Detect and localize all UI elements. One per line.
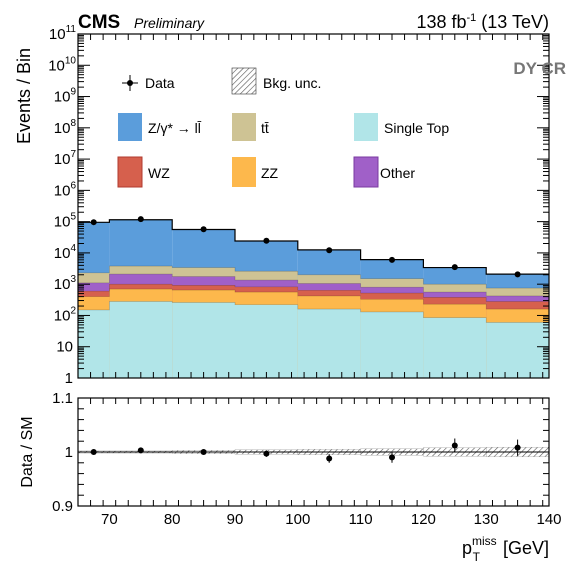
legend-other-swatch bbox=[353, 156, 379, 188]
ratio-point-0 bbox=[90, 449, 97, 455]
ratio-y-axis-title: Data / SM bbox=[19, 416, 36, 487]
top-plot-frame bbox=[77, 33, 550, 379]
top-axis-ticks bbox=[77, 33, 549, 379]
bar-single-top-7 bbox=[486, 322, 549, 378]
layer-edge-1 bbox=[78, 288, 549, 310]
legend-st-swatch bbox=[354, 113, 378, 141]
experiment-label: CMS bbox=[78, 12, 120, 33]
legend-zz-swatch bbox=[232, 157, 256, 187]
main-panel: 1 10 102 103 104 105 106 107 108 109 1010 1011 DY C… bbox=[14, 24, 566, 387]
x-tick-label-100: 100 bbox=[285, 511, 310, 528]
data-point-7 bbox=[514, 271, 521, 278]
legend-item-other: Other bbox=[353, 156, 415, 188]
legend-label-wz: WZ bbox=[148, 165, 170, 181]
y-tick-label-1: 10 bbox=[56, 339, 73, 356]
layer-edge-4 bbox=[78, 265, 549, 289]
legend-label-dy: Z/γ* → ll̄ bbox=[148, 120, 201, 136]
y-tick-label-2: 102 bbox=[54, 305, 77, 324]
y-tick-label-6: 106 bbox=[54, 180, 77, 199]
chart-header: CMS Preliminary 138 fb-1 (13 TeV) bbox=[78, 12, 549, 33]
ratio-y-tick-labels: 0.9 1 1.1 bbox=[52, 390, 73, 515]
ratio-point-2 bbox=[200, 449, 207, 455]
ratio-y-tick-label-0: 0.9 bbox=[52, 498, 73, 515]
y-tick-label-7: 107 bbox=[54, 149, 77, 168]
legend-item-dy: Z/γ* → ll̄ bbox=[118, 113, 201, 141]
y-tick-label-8: 108 bbox=[54, 118, 77, 137]
preliminary-label: Preliminary bbox=[134, 15, 205, 31]
ratio-point-6 bbox=[451, 442, 458, 449]
y-tick-label-11: 1011 bbox=[49, 24, 77, 43]
data-points bbox=[90, 216, 521, 278]
luminosity-label: 138 fb-1 (13 TeV) bbox=[416, 12, 549, 32]
data-point-1 bbox=[137, 216, 144, 223]
legend-label-data: Data bbox=[145, 75, 175, 91]
data-point-5 bbox=[389, 256, 395, 263]
layer-edge-3 bbox=[78, 273, 549, 297]
ratio-point-3 bbox=[263, 450, 270, 457]
x-axis-title: pmiss T [GeV] bbox=[462, 534, 549, 564]
stacked-histogram bbox=[78, 219, 549, 378]
bar-single-top-2 bbox=[172, 302, 235, 378]
bar-single-top-0 bbox=[78, 309, 110, 378]
data-point-6 bbox=[451, 264, 458, 271]
x-tick-label-90: 90 bbox=[227, 511, 244, 528]
legend-item-zz: ZZ bbox=[232, 157, 279, 187]
ratio-y-tick-label-2: 1.1 bbox=[52, 390, 73, 407]
y-tick-label-0: 1 bbox=[65, 370, 73, 387]
legend-data-marker bbox=[127, 80, 133, 86]
legend-label-tt: tt̄ bbox=[261, 120, 269, 136]
top-y-axis-title: Events / Bin bbox=[14, 48, 34, 144]
legend-item-st: Single Top bbox=[354, 113, 449, 141]
legend-dy-swatch bbox=[118, 113, 142, 141]
x-tick-label-140: 140 bbox=[536, 511, 561, 528]
legend: Data Bkg. unc. Z/γ* → ll̄ tt̄ Single Top… bbox=[117, 67, 449, 188]
layer-edge-2 bbox=[78, 283, 549, 302]
ratio-points bbox=[90, 438, 521, 463]
y-tick-label-4: 104 bbox=[54, 243, 77, 262]
y-tick-label-3: 103 bbox=[54, 274, 77, 293]
x-tick-label-80: 80 bbox=[164, 511, 181, 528]
legend-tt-swatch bbox=[232, 113, 256, 141]
region-label: DY CR bbox=[513, 59, 566, 78]
ratio-point-7 bbox=[514, 444, 521, 451]
legend-label-other: Other bbox=[380, 165, 415, 181]
data-point-2 bbox=[200, 226, 207, 233]
data-point-3 bbox=[263, 237, 270, 244]
x-tick-labels: 70 80 90 100 110 120 130 140 bbox=[101, 511, 561, 528]
layer-edge-0 bbox=[78, 301, 549, 323]
ratio-point-5 bbox=[389, 454, 395, 461]
ratio-uncertainty-band bbox=[77, 446, 550, 458]
bar-single-top-1 bbox=[109, 301, 173, 378]
y-tick-label-9: 109 bbox=[54, 87, 77, 106]
x-tick-label-110: 110 bbox=[349, 511, 373, 528]
ratio-panel: 0.911.1 70 80 90 100 110 120 130 140 Data / SM … bbox=[19, 390, 562, 564]
bar-single-top-4 bbox=[297, 309, 361, 378]
top-y-tick-labels: 1 10 102 103 104 105 106 107 108 109 1010 1011 bbox=[48, 24, 76, 387]
ratio-y-tick-label-1: 1 bbox=[65, 444, 73, 461]
bar-single-top-5 bbox=[360, 311, 424, 378]
legend-label-zz: ZZ bbox=[261, 165, 279, 181]
ratio-axis-ticks bbox=[77, 397, 549, 507]
legend-wz-swatch bbox=[117, 156, 143, 188]
ratio-point-4 bbox=[326, 455, 333, 462]
x-tick-label-130: 130 bbox=[474, 511, 499, 528]
x-tick-label-120: 120 bbox=[411, 511, 436, 528]
bar-single-top-6 bbox=[423, 317, 487, 378]
legend-item-wz: WZ bbox=[117, 156, 170, 188]
data-point-4 bbox=[326, 247, 333, 254]
legend-unc-swatch bbox=[231, 67, 257, 95]
ratio-plot-frame bbox=[77, 397, 550, 507]
legend-label-st: Single Top bbox=[384, 120, 449, 136]
legend-item-data: Data bbox=[122, 75, 175, 91]
data-point-0 bbox=[90, 219, 97, 226]
bar-single-top-3 bbox=[235, 304, 298, 378]
ratio-point-1 bbox=[137, 447, 144, 454]
legend-item-tt: tt̄ bbox=[232, 113, 269, 141]
y-tick-label-5: 105 bbox=[54, 212, 77, 231]
x-tick-label-70: 70 bbox=[101, 511, 118, 528]
legend-item-unc: Bkg. unc. bbox=[231, 67, 321, 95]
y-tick-label-10: 1010 bbox=[48, 55, 76, 74]
legend-label-unc: Bkg. unc. bbox=[263, 75, 321, 91]
